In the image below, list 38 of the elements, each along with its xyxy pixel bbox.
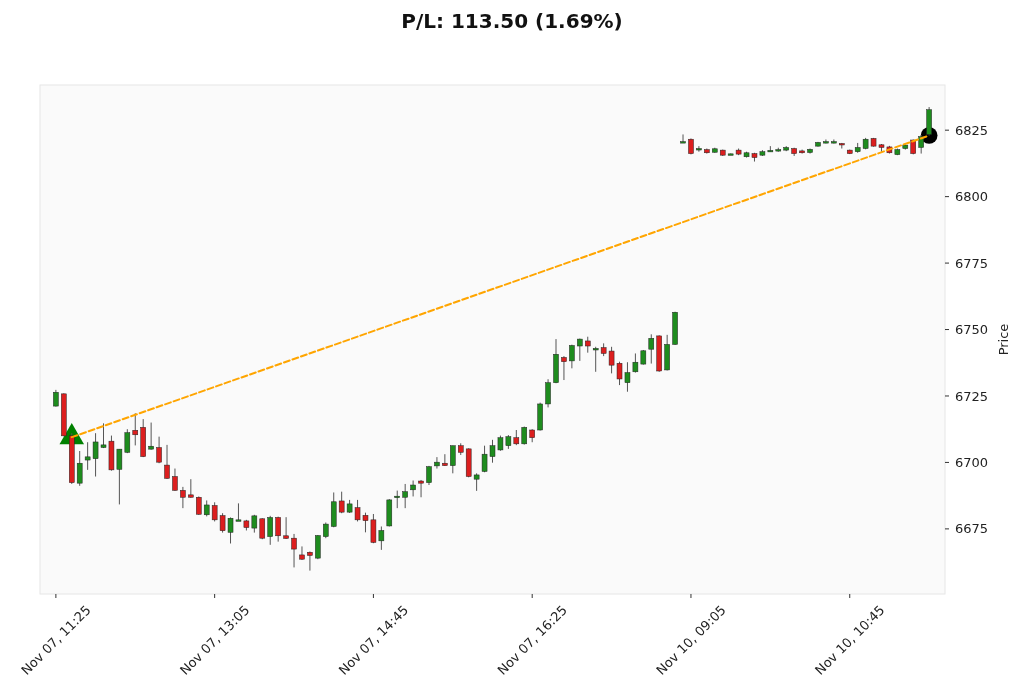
y-tick-label: 6800 <box>955 189 989 205</box>
candlestick <box>831 138 837 144</box>
y-axis-title: Price <box>996 323 1011 356</box>
candlestick <box>291 533 297 568</box>
y-tick-label: 6825 <box>955 122 989 138</box>
candlestick <box>434 456 440 470</box>
candlestick <box>267 515 273 546</box>
candlestick <box>418 479 424 498</box>
candlestick <box>450 445 456 474</box>
y-tick-label: 6700 <box>955 454 989 470</box>
y-tick-label: 6750 <box>955 322 989 338</box>
candlestick <box>188 478 194 499</box>
candlestick <box>76 450 83 487</box>
candlestick <box>680 133 686 144</box>
candlestick <box>577 338 583 362</box>
y-tick-label: 6675 <box>955 521 989 537</box>
candlestick <box>648 333 655 365</box>
candlestick <box>156 436 162 464</box>
candlestick <box>283 516 289 540</box>
candlestick <box>402 483 408 509</box>
candlestick <box>180 486 186 509</box>
candlestick <box>696 145 702 153</box>
candlestick <box>132 412 139 446</box>
candlestick <box>148 422 154 451</box>
chart-title: P/L: 113.50 (1.69%) <box>401 9 623 33</box>
candlestick <box>164 444 170 480</box>
candlestick <box>823 138 829 144</box>
candlestick <box>275 516 281 543</box>
candlestick <box>196 495 202 516</box>
candlestick <box>299 545 305 561</box>
y-tick-label: 6725 <box>955 388 989 404</box>
candlestick <box>307 550 313 572</box>
candlestick <box>545 378 551 408</box>
candlestick <box>442 453 448 467</box>
y-tick-label: 6775 <box>955 255 989 271</box>
candlestick <box>410 480 416 497</box>
candlestick <box>561 355 567 381</box>
candlestick <box>172 468 178 492</box>
